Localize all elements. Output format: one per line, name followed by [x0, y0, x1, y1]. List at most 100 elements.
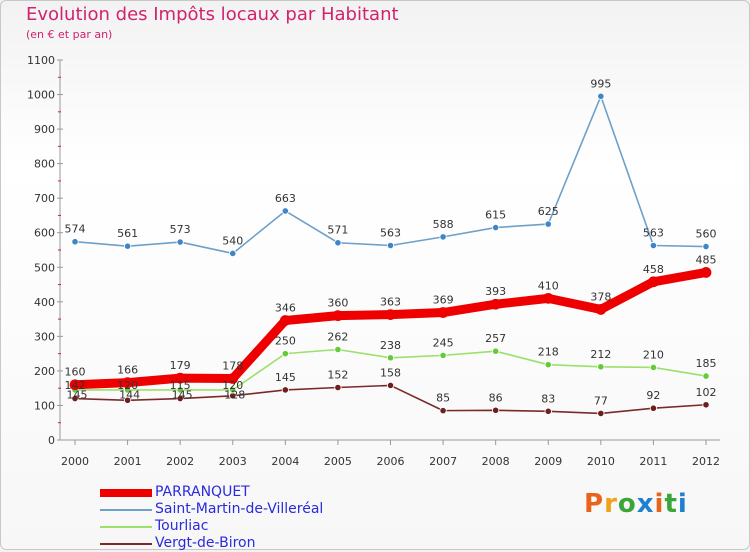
data-point — [439, 407, 447, 415]
data-label: 238 — [380, 339, 401, 352]
y-tick-label: 300 — [34, 330, 55, 343]
data-point — [386, 381, 395, 390]
logo-letter: t — [664, 489, 678, 519]
data-point — [649, 404, 658, 412]
x-tick-label: 2009 — [534, 455, 562, 468]
legend-label: Saint-Martin-de-Villeréal — [155, 501, 324, 517]
x-tick-label: 2011 — [639, 455, 667, 468]
data-label: 363 — [380, 296, 401, 309]
legend-item-saint-martin: Saint-Martin-de-Villeréal — [100, 501, 323, 518]
data-label: 145 — [275, 371, 296, 384]
data-point — [332, 310, 344, 322]
proxiti-logo: Proxiti — [584, 489, 688, 519]
data-label: 360 — [327, 297, 348, 310]
data-point — [544, 220, 552, 228]
data-label: 178 — [222, 360, 243, 373]
legend-swatch — [100, 542, 152, 545]
x-tick-label: 2002 — [166, 455, 194, 468]
data-point — [386, 241, 395, 250]
data-point — [334, 383, 342, 392]
y-tick-label: 200 — [34, 365, 55, 378]
legend-item-vergt-de-biron: Vergt-de-Biron — [100, 535, 323, 552]
logo-letter: i — [677, 489, 688, 519]
data-label: 257 — [485, 332, 506, 345]
y-tick-label: 1000 — [27, 89, 55, 102]
data-label: 574 — [65, 223, 86, 236]
data-point — [123, 242, 132, 250]
x-tick-label: 2001 — [114, 455, 142, 468]
y-tick-label: 0 — [48, 434, 55, 447]
data-point — [174, 372, 186, 384]
data-label: 485 — [696, 253, 717, 266]
data-point — [649, 363, 658, 372]
data-label: 250 — [275, 335, 296, 348]
data-label: 102 — [696, 386, 717, 399]
chart-subtitle: (en € et par an) — [26, 28, 113, 41]
data-label: 185 — [696, 357, 717, 370]
data-label: 561 — [117, 227, 138, 240]
data-label: 571 — [327, 224, 348, 237]
logo-letter: r — [604, 489, 618, 519]
data-point — [334, 239, 342, 247]
legend-item-parranquet: PARRANQUET — [100, 484, 323, 501]
data-point — [281, 350, 289, 358]
x-tick-label: 2007 — [429, 455, 457, 468]
data-label: 573 — [170, 223, 191, 236]
data-point — [544, 407, 552, 415]
data-label: 85 — [436, 392, 450, 405]
legend: PARRANQUET Saint-Martin-de-Villeréal Tou… — [100, 484, 323, 552]
data-point — [229, 249, 237, 258]
x-tick-label: 2003 — [219, 455, 247, 468]
x-tick-label: 2006 — [377, 455, 405, 468]
x-tick-label: 2008 — [482, 455, 510, 468]
data-label: 128 — [224, 388, 245, 401]
data-label: 86 — [489, 391, 503, 404]
data-label: 262 — [327, 330, 348, 343]
x-tick-label: 2010 — [587, 455, 615, 468]
data-label: 563 — [643, 227, 664, 240]
data-point — [542, 292, 554, 304]
data-point — [176, 386, 184, 394]
data-label: 563 — [380, 227, 401, 240]
y-tick-label: 800 — [34, 158, 55, 171]
data-label: 218 — [538, 346, 559, 359]
legend-swatch — [100, 525, 152, 528]
data-label: 393 — [485, 285, 506, 298]
data-point — [648, 276, 659, 288]
data-label: 145 — [67, 388, 88, 401]
data-point — [702, 242, 710, 251]
data-label: 540 — [222, 234, 243, 247]
y-tick-label: 600 — [34, 227, 55, 240]
data-point — [281, 386, 289, 394]
data-point — [492, 347, 500, 355]
legend-item-tourliac: Tourliac — [100, 518, 323, 535]
data-point — [597, 409, 605, 417]
legend-swatch — [100, 488, 152, 497]
x-tick-label: 2000 — [61, 455, 89, 468]
data-point — [123, 396, 132, 404]
data-label: 144 — [119, 388, 140, 401]
legend-label: Vergt-de-Biron — [155, 535, 256, 551]
data-point — [492, 406, 500, 414]
data-point — [176, 238, 184, 246]
data-label: 179 — [170, 359, 191, 372]
logo-letter: o — [617, 489, 637, 519]
data-label: 588 — [433, 218, 454, 231]
y-tick-label: 500 — [34, 261, 55, 274]
data-label: 166 — [117, 364, 138, 377]
data-point — [439, 351, 447, 359]
data-label: 212 — [590, 348, 611, 361]
data-point — [597, 363, 605, 371]
data-point — [544, 361, 552, 369]
legend-label: PARRANQUET — [155, 484, 250, 500]
data-point — [71, 238, 79, 246]
data-label: 210 — [643, 348, 664, 361]
data-point — [437, 307, 449, 318]
data-label: 142 — [65, 379, 86, 392]
data-point — [597, 92, 605, 100]
logo-letter: i — [654, 489, 665, 519]
data-label: 145 — [172, 388, 193, 401]
y-tick-label: 400 — [34, 296, 55, 309]
data-label: 458 — [643, 263, 664, 276]
